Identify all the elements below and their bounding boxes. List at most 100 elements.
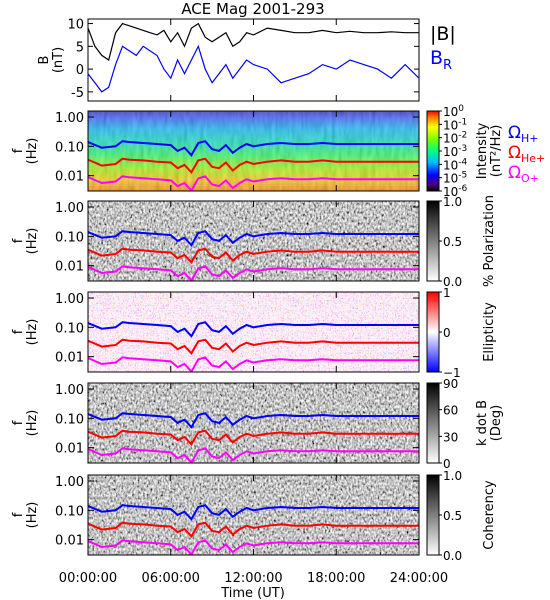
colorbar-tick-base: 10 — [443, 172, 458, 186]
colorbar-k-dot-b — [426, 382, 440, 464]
panel-b-field-legend: |B| BR — [430, 23, 456, 73]
panel-ellipticity: 1.00 0.10 0.01 f(Hz) 1 0 −1 Ellipticity — [11, 286, 497, 380]
panel-ellipticity-ytick-label: 1.00 — [55, 292, 84, 307]
gyrofrequency-line-h-plus — [88, 140, 419, 157]
colorbar-tick-exponent: -4 — [458, 157, 467, 167]
panel-coherency-ylabel-line: (Hz) — [25, 502, 40, 529]
colorbar-label-line: Coherency — [482, 480, 497, 550]
panel-intensity-ylabel-line: (Hz) — [25, 138, 40, 165]
colorbar-tick-base: 10 — [443, 145, 458, 159]
colorbar-coherency — [426, 474, 440, 556]
colorbar-tick-exponent: -5 — [458, 171, 467, 181]
colorbar-k-dot-b-tick-label: 0 — [443, 457, 451, 471]
legend-omega-h: ΩH+ — [508, 123, 539, 145]
colorbar-intensity-tick-label: 10-1 — [443, 117, 467, 132]
legend-omega-h-base: Ω — [508, 123, 521, 143]
intensity-legend: ΩH+ ΩHe+ ΩO+ — [508, 123, 545, 185]
panel-intensity-ytick-label: 0.01 — [55, 170, 84, 185]
panel-b-field-ytick-label: 0 — [76, 63, 84, 78]
panel-intensity: 1.000.100.01f(Hz)10010-110-210-310-410-5… — [11, 104, 545, 199]
panel-ellipticity-ylabel-line: (Hz) — [25, 319, 40, 346]
colorbar-tick-base: 10 — [443, 105, 458, 119]
legend-omega-o-base: Ω — [508, 163, 521, 183]
colorbar-coherency-tick-label: 1.0 — [443, 469, 462, 483]
panel-intensity-ytick-label: 0.10 — [55, 140, 84, 155]
colorbar-coherency-tick-label: 0.0 — [443, 549, 462, 563]
colorbar-tick-base: 10 — [443, 185, 458, 199]
panel-polarization-ytick-label: 1.00 — [55, 201, 84, 216]
colorbar-tick-exponent: -1 — [458, 117, 467, 127]
panel-ellipticity-ylabel-line: f — [11, 329, 26, 334]
panel-polarization: 1.00 0.10 0.01 f(Hz) 1.0 0.5 0.0 % Polarization — [11, 195, 497, 289]
panel-coherency-ytick-label: 1.00 — [55, 475, 84, 490]
panel-b-field-ytick-label: 5 — [76, 40, 84, 55]
panel-k-dot-b-ytick-label: 0.10 — [55, 412, 84, 427]
colorbar-k-dot-b-label: k dot B(Deg) — [475, 400, 504, 446]
x-tick-label: 00:00:00 — [59, 571, 117, 586]
colorbar-intensity-tick-label: 10-5 — [443, 171, 467, 186]
panel-k-dot-b-ytick-label: 1.00 — [55, 383, 84, 398]
series-line-b-radial — [88, 44, 419, 93]
gyrofrequency-line-he-plus — [88, 429, 419, 446]
panel-b-field-ylabel-line: (nT) — [51, 47, 66, 73]
legend-b-radial: BR — [430, 47, 452, 73]
legend-omega-o: ΩO+ — [508, 163, 539, 185]
colorbar-label-line: % Polarization — [482, 195, 497, 287]
gyrofrequency-line-he-plus — [88, 247, 419, 264]
panel-ellipticity-ytick-label: 0.10 — [55, 321, 84, 336]
panel-k-dot-b-ylabel: f(Hz) — [11, 410, 40, 437]
figure-title: ACE Mag 2001-293 — [181, 0, 324, 18]
panel-coherency-ytick-label: 0.01 — [55, 534, 84, 549]
panel-polarization-ytick-label: 0.10 — [55, 230, 84, 245]
legend-omega-h-sub: H+ — [521, 132, 539, 145]
colorbar-ellipticity — [426, 291, 440, 373]
colorbar-label-line: (nT²/Hz) — [489, 125, 504, 178]
panel-coherency-ylabel-line: f — [11, 512, 26, 517]
colorbar-tick-base: 10 — [443, 158, 458, 172]
legend-b-radial-base: B — [430, 47, 443, 69]
colorbar-label-line: Ellipticity — [482, 302, 497, 362]
gyrofrequency-line-he-plus — [88, 521, 419, 538]
panel-b-field-ytick-label: -5 — [71, 86, 84, 101]
colorbar-label-line: k dot B — [475, 400, 490, 446]
gyrofrequency-line-h-plus — [88, 230, 419, 247]
legend-b-total: |B| — [430, 23, 456, 45]
x-tick-label: 24:00:00 — [390, 571, 448, 586]
panel-k-dot-b-ytick-label: 0.01 — [55, 442, 84, 457]
panel-intensity-ylabel-line: f — [11, 148, 26, 153]
panel-k-dot-b-ylabel-line: (Hz) — [25, 410, 40, 437]
colorbar-intensity-tick-label: 10-2 — [443, 131, 467, 146]
panel-intensity-ytick-label: 1.00 — [55, 111, 84, 126]
panel-b-field-ylabel-line: B — [37, 56, 52, 65]
colorbar-ellipticity-label: Ellipticity — [482, 302, 497, 362]
gyrofrequency-line-h-plus — [88, 412, 419, 429]
colorbar-coherency-label: Coherency — [482, 480, 497, 550]
panel-b-field-ylabel: B(nT) — [37, 47, 66, 73]
panel-coherency-ytick-label: 0.10 — [55, 504, 84, 519]
colorbar-coherency-tick-label: 0.5 — [443, 509, 462, 523]
x-axis-label: Time (UT) — [220, 586, 285, 600]
panel-coherency: 1.00 0.10 0.01 f(Hz) 1.0 0.5 0.0 Coherency — [11, 469, 497, 563]
panel-b-field-ytick-label: 10 — [67, 18, 84, 33]
colorbar-polarization — [426, 200, 440, 282]
colorbar-polarization-tick-label: 0.5 — [443, 235, 462, 249]
colorbar-tick-exponent: -3 — [458, 144, 467, 154]
gyrofrequency-line-h-plus — [88, 504, 419, 521]
panel-ellipticity-ylabel: f(Hz) — [11, 319, 40, 346]
colorbar-tick-exponent: -2 — [458, 131, 467, 141]
x-tick-label: 18:00:00 — [307, 571, 365, 586]
panel-coherency-ylabel: f(Hz) — [11, 502, 40, 529]
colorbar-tick-base: 10 — [443, 132, 458, 146]
legend-b-radial-sub: R — [443, 58, 452, 73]
colorbar-intensity-tick-label: 10-4 — [443, 157, 468, 172]
panel-ellipticity-ytick-label: 0.01 — [55, 351, 84, 366]
gyrofrequency-line-he-plus — [88, 157, 419, 174]
panel-polarization-ytick-label: 0.01 — [55, 260, 84, 275]
legend-omega-he: ΩHe+ — [508, 143, 545, 165]
colorbar-polarization-tick-label: 1.0 — [443, 195, 462, 209]
colorbar-intensity-tick-label: 100 — [443, 104, 464, 119]
colorbar-intensity — [426, 110, 440, 192]
colorbar-polarization-label: % Polarization — [482, 195, 497, 287]
gyrofrequency-line-o-plus — [88, 447, 419, 463]
